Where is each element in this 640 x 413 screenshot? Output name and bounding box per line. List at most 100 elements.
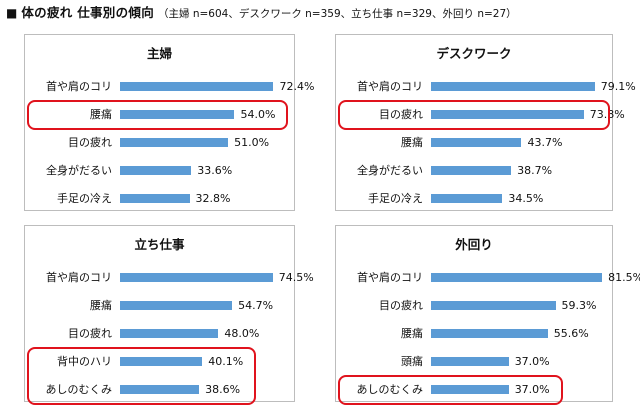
bar <box>120 301 233 310</box>
category-label: 全身がだるい <box>46 164 112 177</box>
value-label: 38.6% <box>205 383 241 396</box>
value-label: 48.0% <box>224 327 260 340</box>
title-square-icon: ■ <box>6 6 18 20</box>
value-label: 55.6% <box>553 327 589 340</box>
value-label: 33.6% <box>197 164 233 177</box>
value-label: 81.5% <box>608 271 640 284</box>
category-label-wrap: 腰痛 <box>25 296 112 316</box>
chart-panel-deskwork: デスクワーク 首や肩のコリ 79.1% 目の疲れ 73.8% 腰痛 43.7% 全身がだるい… <box>335 34 636 211</box>
category-label-wrap: 全身がだるい <box>336 161 423 181</box>
value-label: 40.1% <box>208 355 244 368</box>
category-label: 手足の冷え <box>368 192 423 205</box>
category-label: 目の疲れ <box>379 299 423 312</box>
bar-row: 首や肩のコリ 72.4% <box>25 77 314 97</box>
category-label-wrap: あしのむくみ <box>25 380 112 400</box>
category-label-wrap: 首や肩のコリ <box>336 268 423 288</box>
category-label: 首や肩のコリ <box>46 271 112 284</box>
chart-title: デスクワーク <box>436 46 512 61</box>
bar <box>431 329 548 338</box>
category-label: 頭痛 <box>401 355 423 368</box>
category-label: 全身がだるい <box>357 164 423 177</box>
bar-row: 腰痛 54.7% <box>25 296 294 316</box>
bar <box>120 82 274 91</box>
category-label-wrap: 首や肩のコリ <box>25 77 112 97</box>
bar <box>120 110 235 119</box>
page-title-main: 体の疲れ 仕事別の傾向 <box>21 5 154 20</box>
category-label-wrap: 背中のハリ <box>25 352 112 372</box>
category-label: 首や肩のコリ <box>357 80 423 93</box>
value-label: 54.7% <box>238 299 274 312</box>
bar <box>431 138 522 147</box>
category-label-wrap: 全身がだるい <box>25 161 112 181</box>
value-label: 74.5% <box>278 271 314 284</box>
bar-row: 全身がだるい 33.6% <box>25 161 294 181</box>
category-label-wrap: 首や肩のコリ <box>336 77 423 97</box>
bar-row: 腰痛 54.0% <box>25 105 294 125</box>
bar-row: 背中のハリ 40.1% <box>25 352 294 372</box>
category-label-wrap: 手足の冷え <box>25 189 112 209</box>
category-label: 腰痛 <box>90 299 112 312</box>
bar-row: 首や肩のコリ 81.5% <box>336 268 640 288</box>
bar <box>120 166 192 175</box>
bar-row: 目の疲れ 48.0% <box>25 324 294 344</box>
bar <box>431 194 503 203</box>
value-label: 51.0% <box>234 136 270 149</box>
value-label: 73.8% <box>589 108 625 121</box>
bar <box>120 194 190 203</box>
category-label: 腰痛 <box>90 108 112 121</box>
chart-title: 外回り <box>455 237 493 252</box>
category-label: 首や肩のコリ <box>46 80 112 93</box>
category-label-wrap: 手足の冷え <box>336 189 423 209</box>
chart-panel-standing-work: 立ち仕事 首や肩のコリ 74.5% 腰痛 54.7% 目の疲れ 48.0% 背中のハリ 40.… <box>24 225 314 405</box>
value-label: 37.0% <box>514 383 550 396</box>
value-label: 34.5% <box>508 192 544 205</box>
bar-row: 首や肩のコリ 79.1% <box>336 77 636 97</box>
bar <box>120 357 203 366</box>
value-label: 79.1% <box>600 80 636 93</box>
category-label: あしのむくみ <box>356 383 423 396</box>
bar-row: あしのむくみ 37.0% <box>336 380 612 400</box>
bar-row: 目の疲れ 73.8% <box>336 105 625 125</box>
category-label: 腰痛 <box>401 327 423 340</box>
chart-panel-field-work: 外回り 首や肩のコリ 81.5% 目の疲れ 59.3% 腰痛 55.6% 頭痛 37.0% あし… <box>335 225 640 405</box>
value-label: 54.0% <box>240 108 276 121</box>
category-label: 目の疲れ <box>68 136 112 149</box>
value-label: 37.0% <box>514 355 550 368</box>
category-label-wrap: 腰痛 <box>25 105 112 125</box>
bar-row: 頭痛 37.0% <box>336 352 612 372</box>
category-label: 背中のハリ <box>57 355 112 368</box>
category-label: 腰痛 <box>401 136 423 149</box>
category-label: あしのむくみ <box>45 383 112 396</box>
category-label: 目の疲れ <box>379 108 423 121</box>
bar-row: 全身がだるい 38.7% <box>336 161 612 181</box>
bar-row: 手足の冷え 32.8% <box>25 189 294 209</box>
value-label: 38.7% <box>517 164 553 177</box>
bar-row: あしのむくみ 38.6% <box>25 380 294 400</box>
chart-title: 立ち仕事 <box>134 237 185 252</box>
bar-row: 目の疲れ 51.0% <box>25 133 294 153</box>
bar <box>431 273 603 282</box>
category-label-wrap: 頭痛 <box>336 352 423 372</box>
category-label-wrap: 目の疲れ <box>336 296 423 316</box>
category-label: 首や肩のコリ <box>357 271 423 284</box>
bar <box>431 82 595 91</box>
value-label: 72.4% <box>279 80 315 93</box>
bar <box>431 110 584 119</box>
category-label-wrap: 目の疲れ <box>25 133 112 153</box>
bar <box>120 138 229 147</box>
category-label-wrap: 首や肩のコリ <box>25 268 112 288</box>
chart-title: 主婦 <box>146 46 172 61</box>
bar-row: 手足の冷え 34.5% <box>336 189 612 209</box>
category-label: 手足の冷え <box>57 192 112 205</box>
bar-row: 首や肩のコリ 74.5% <box>25 268 314 288</box>
category-label-wrap: あしのむくみ <box>336 380 423 400</box>
bar <box>431 385 509 394</box>
bar <box>431 166 512 175</box>
category-label-wrap: 腰痛 <box>336 324 423 344</box>
bar-row: 腰痛 55.6% <box>336 324 612 344</box>
chart-panel-housewife: 主婦 首や肩のコリ 72.4% 腰痛 54.0% 目の疲れ 51.0% 全身がだるい 33.6… <box>24 34 314 211</box>
category-label-wrap: 目の疲れ <box>336 105 423 125</box>
value-label: 43.7% <box>527 136 563 149</box>
category-label-wrap: 目の疲れ <box>25 324 112 344</box>
value-label: 59.3% <box>561 299 597 312</box>
